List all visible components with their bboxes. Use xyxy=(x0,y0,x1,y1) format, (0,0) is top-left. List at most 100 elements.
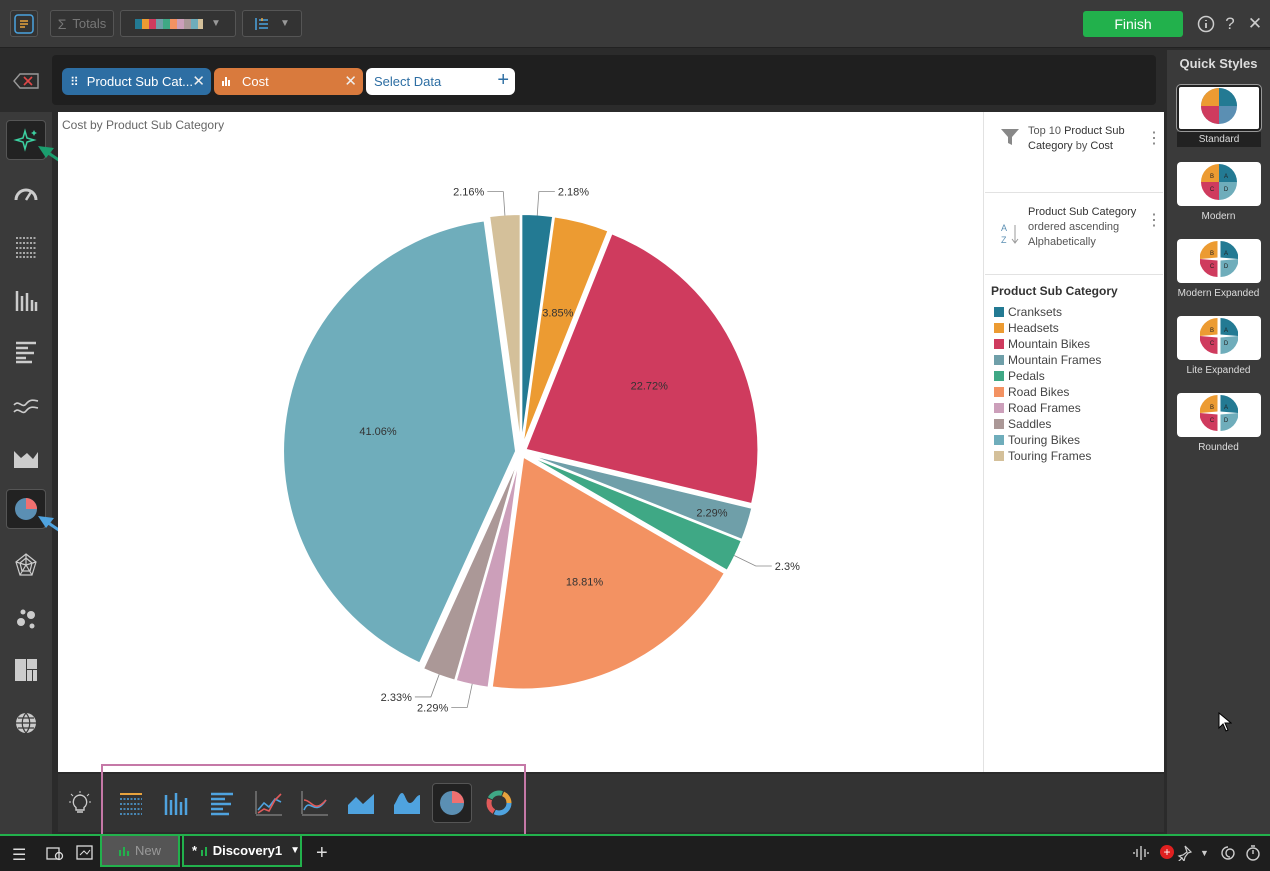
signal-icon[interactable] xyxy=(1133,845,1149,866)
smart-insights-button[interactable] xyxy=(6,120,46,160)
field-pill-label: Product Sub Cat... xyxy=(86,74,194,89)
bar-chart-button[interactable] xyxy=(6,332,46,372)
help-icon[interactable]: ? xyxy=(1225,14,1235,33)
legend-item[interactable]: Mountain Frames xyxy=(994,352,1101,368)
legend-item[interactable]: Road Bikes xyxy=(994,384,1069,400)
variant-line-button[interactable] xyxy=(249,783,289,823)
variant-spline-button[interactable] xyxy=(295,783,335,823)
variant-area-button[interactable] xyxy=(341,783,381,823)
quick-style-modern[interactable]: B A C D xyxy=(1177,162,1261,206)
add-tab-icon[interactable]: + xyxy=(316,842,328,864)
svg-text:B: B xyxy=(1210,174,1214,180)
sort-menu-icon[interactable]: ⋮ xyxy=(1146,212,1162,229)
legend-item[interactable]: Touring Frames xyxy=(994,448,1091,464)
legend-swatch xyxy=(994,435,1004,445)
line-chart-button[interactable] xyxy=(6,386,46,426)
legend-label: Mountain Frames xyxy=(1008,353,1102,367)
finish-button[interactable]: Finish xyxy=(1083,11,1183,37)
variant-bar-button[interactable] xyxy=(202,783,242,823)
pin-icon[interactable] xyxy=(1176,845,1193,866)
open-folder-icon[interactable] xyxy=(46,845,64,866)
legend-item[interactable]: Pedals xyxy=(994,368,1045,384)
layout-dropdown[interactable]: ▼ xyxy=(242,10,302,37)
pie-slice-touring-bikes[interactable] xyxy=(282,219,518,665)
add-alert-icon[interactable]: + xyxy=(1160,845,1174,859)
quick-style-rounded[interactable]: B A C D xyxy=(1177,393,1261,437)
top-n-filter-text[interactable]: Top 10 Product Sub Category by Cost xyxy=(1028,125,1125,152)
hamburger-menu-icon[interactable]: ☰ xyxy=(12,847,27,864)
quick-style-lite-expanded[interactable]: B A C D xyxy=(1177,316,1261,360)
scatter-chart-button[interactable] xyxy=(6,598,46,638)
remove-field-icon[interactable]: ✕ xyxy=(192,73,205,90)
chevron-down-icon[interactable]: ▼ xyxy=(1200,848,1209,858)
svg-text:A: A xyxy=(1224,174,1228,180)
svg-text:D: D xyxy=(1224,187,1229,193)
quick-style-standard[interactable] xyxy=(1176,84,1262,132)
legend-item[interactable]: Touring Bikes xyxy=(994,432,1080,448)
refresh-spiral-icon[interactable] xyxy=(1220,845,1236,866)
hierarchy-icon: ⠿ xyxy=(70,74,79,89)
close-icon[interactable]: ✕ xyxy=(1247,14,1263,33)
variant-column-button[interactable] xyxy=(156,783,196,823)
pie-style-icon: B A C D xyxy=(1199,317,1239,360)
totals-button[interactable]: Σ Totals xyxy=(50,10,114,37)
svg-text:B: B xyxy=(1210,251,1214,257)
chevron-down-icon[interactable]: ▼ xyxy=(290,845,300,856)
field-pill-cost[interactable]: Cost ✕ xyxy=(214,68,363,95)
variant-spline-area-button[interactable] xyxy=(387,783,427,823)
pie-chart-icon xyxy=(15,498,37,520)
info-icon[interactable] xyxy=(1196,14,1216,34)
legend-swatch xyxy=(994,419,1004,429)
timer-icon[interactable] xyxy=(1245,845,1261,866)
pie-slice-headsets[interactable] xyxy=(521,215,610,448)
clear-fields-icon[interactable] xyxy=(12,70,40,92)
chevron-down-icon: ▼ xyxy=(280,18,290,29)
treemap-chart-button[interactable] xyxy=(6,650,46,690)
legend-item[interactable]: Headsets xyxy=(994,320,1059,336)
treemap-icon xyxy=(15,659,37,681)
map-chart-button[interactable] xyxy=(6,703,46,743)
quick-style-label: Modern xyxy=(1201,211,1236,222)
lightbulb-icon[interactable] xyxy=(60,783,100,823)
legend-item[interactable]: Saddles xyxy=(994,416,1051,432)
legend-item[interactable]: Mountain Bikes xyxy=(994,336,1090,352)
spline-chart-icon xyxy=(301,791,328,816)
legend-swatch xyxy=(994,339,1004,349)
presentation-icon[interactable] xyxy=(76,845,94,866)
variant-donut-button[interactable] xyxy=(479,783,519,823)
tab-discovery1[interactable]: * Discovery1 ▼ xyxy=(182,836,302,867)
filter-icon[interactable] xyxy=(1000,127,1020,152)
quick-style-modern-expanded[interactable]: B A C D xyxy=(1177,239,1261,283)
sort-description-text[interactable]: Product Sub Category ordered ascending A… xyxy=(1028,206,1137,248)
pie-style-icon: B A C D xyxy=(1200,163,1238,206)
variant-pie-button[interactable] xyxy=(432,783,472,823)
legend-swatch xyxy=(994,307,1004,317)
app-menu-button[interactable] xyxy=(10,10,38,37)
sparkle-icon xyxy=(13,128,37,152)
select-data-button[interactable]: Select Data + xyxy=(366,68,515,95)
column-chart-icon xyxy=(164,793,188,815)
field-pill-product-sub-category[interactable]: ⠿ Product Sub Cat... ✕ xyxy=(62,68,211,95)
radar-chart-button[interactable] xyxy=(6,545,46,585)
filter-menu-icon[interactable]: ⋮ xyxy=(1146,130,1162,147)
legend-swatch xyxy=(994,323,1004,333)
tab-new[interactable]: New xyxy=(100,836,180,867)
pie-slice-mountain-bikes[interactable] xyxy=(524,231,760,506)
remove-field-icon[interactable]: ✕ xyxy=(344,73,357,90)
legend-item[interactable]: Cranksets xyxy=(994,304,1062,320)
legend-label: Road Bikes xyxy=(1008,385,1070,399)
palette-dropdown[interactable]: ▼ xyxy=(120,10,236,37)
grid-chart-button[interactable] xyxy=(6,227,46,267)
divider xyxy=(985,274,1163,275)
pie-chart-button[interactable] xyxy=(6,489,46,529)
svg-text:B: B xyxy=(1210,328,1214,334)
pie-slice-road-bikes[interactable] xyxy=(490,454,727,691)
quick-styles-title: Quick Styles xyxy=(1179,56,1258,71)
gauge-chart-button[interactable] xyxy=(6,173,46,213)
legend-item[interactable]: Road Frames xyxy=(994,400,1081,416)
variant-grid-button[interactable] xyxy=(111,783,151,823)
column-chart-button[interactable] xyxy=(6,280,46,320)
area-chart-button[interactable] xyxy=(6,438,46,478)
pie-style-icon: B A C D xyxy=(1199,240,1239,283)
